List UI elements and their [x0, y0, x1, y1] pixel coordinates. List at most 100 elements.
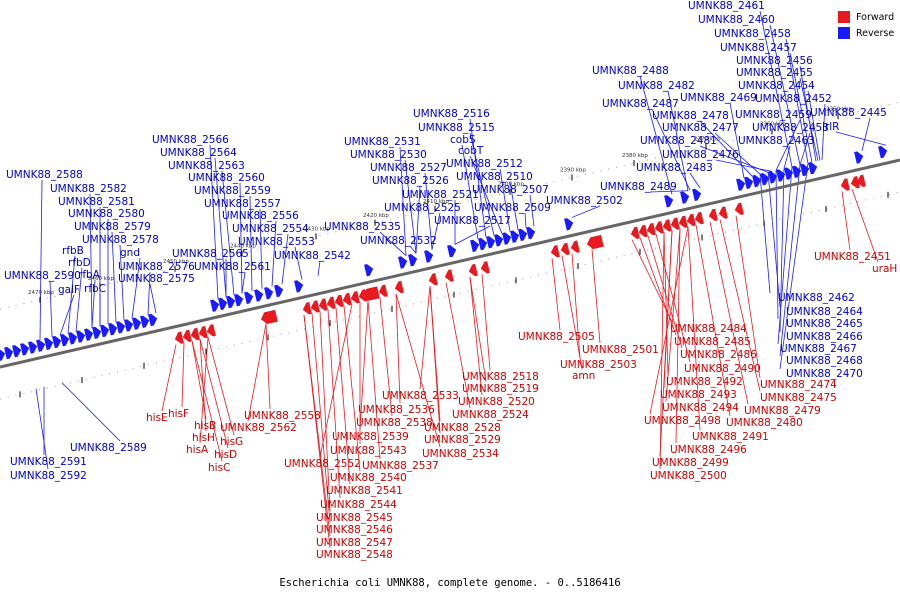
- reverse-gene-label[interactable]: UMNK88_2525: [384, 202, 461, 214]
- forward-gene-arrow[interactable]: [686, 213, 696, 227]
- reverse-gene-label[interactable]: UMNK88_2575: [118, 273, 195, 285]
- forward-gene-arrow[interactable]: [630, 226, 640, 239]
- reverse-gene-arrow[interactable]: [518, 228, 528, 242]
- forward-gene-arrow[interactable]: [326, 296, 336, 309]
- forward-gene-arrow[interactable]: [850, 176, 860, 189]
- reverse-gene-label[interactable]: UMNK88_2588: [6, 169, 83, 181]
- forward-gene-arrow[interactable]: [468, 263, 478, 277]
- reverse-gene-arrow[interactable]: [808, 162, 818, 175]
- reverse-gene-label[interactable]: UMNK88_2476: [662, 149, 739, 161]
- reverse-gene-label[interactable]: UMNK88_2554: [232, 223, 309, 235]
- reverse-gene-label[interactable]: UMNK88_2576: [118, 261, 195, 273]
- forward-gene-arrow[interactable]: [550, 245, 560, 258]
- forward-gene-label[interactable]: UMNK88_2505: [518, 331, 595, 343]
- forward-gene-arrow[interactable]: [174, 331, 184, 344]
- forward-gene-label[interactable]: UMNK88_2545: [316, 512, 393, 524]
- reverse-gene-label[interactable]: UMNK88_2527: [370, 162, 447, 174]
- reverse-gene-arrow[interactable]: [294, 280, 304, 293]
- forward-gene-arrow[interactable]: [718, 206, 728, 219]
- forward-gene-arrow[interactable]: [734, 202, 744, 215]
- reverse-gene-arrow[interactable]: [52, 335, 62, 349]
- forward-gene-arrow[interactable]: [302, 302, 312, 315]
- forward-gene-arrow[interactable]: [444, 269, 454, 282]
- reverse-gene-label[interactable]: UMNK88_2531: [344, 136, 421, 148]
- forward-gene-label[interactable]: UMNK88_2474: [760, 379, 837, 391]
- forward-gene-label[interactable]: UMNK88_2518: [462, 371, 539, 383]
- reverse-gene-arrow[interactable]: [664, 195, 674, 208]
- forward-gene-label[interactable]: UMNK88_2499: [652, 457, 729, 469]
- reverse-gene-arrow[interactable]: [116, 321, 126, 334]
- reverse-gene-label[interactable]: UMNK88_2580: [68, 208, 145, 220]
- reverse-gene-arrow[interactable]: [108, 323, 118, 336]
- reverse-gene-arrow[interactable]: [132, 317, 142, 330]
- forward-gene-arrow[interactable]: [694, 211, 704, 225]
- forward-gene-arrow[interactable]: [198, 326, 208, 339]
- forward-gene-arrow[interactable]: [678, 215, 688, 228]
- forward-gene-label[interactable]: UMNK88_2562: [220, 422, 297, 434]
- reverse-gene-label[interactable]: UMNK88_2566: [152, 134, 229, 146]
- reverse-gene-label[interactable]: UMNK88_2559: [194, 185, 271, 197]
- reverse-gene-label[interactable]: UMNK88_2464: [786, 306, 863, 318]
- forward-gene-arrow[interactable]: [570, 240, 580, 253]
- reverse-gene-arrow[interactable]: [44, 337, 54, 351]
- forward-gene-label[interactable]: UMNK88_2539: [332, 431, 409, 443]
- reverse-gene-arrow[interactable]: [20, 343, 30, 356]
- forward-gene-label[interactable]: UMNK88_2534: [422, 448, 499, 460]
- reverse-gene-label[interactable]: UMNK88_2489: [600, 181, 677, 193]
- forward-gene-arrow[interactable]: [362, 286, 380, 301]
- reverse-gene-label[interactable]: UMNK88_2589: [70, 442, 147, 454]
- reverse-gene-arrow[interactable]: [784, 167, 794, 180]
- forward-gene-label[interactable]: hisA: [186, 444, 209, 456]
- reverse-gene-label[interactable]: rfbC: [84, 283, 106, 295]
- forward-gene-label[interactable]: UMNK88_2494: [662, 402, 739, 414]
- reverse-gene-label[interactable]: UMNK88_2459: [735, 109, 812, 121]
- reverse-gene-arrow[interactable]: [447, 245, 457, 258]
- reverse-gene-label[interactable]: UMNK88_2579: [74, 221, 151, 233]
- forward-gene-arrow[interactable]: [428, 273, 438, 286]
- forward-gene-label[interactable]: UMNK88_2451: [814, 251, 891, 263]
- reverse-gene-label[interactable]: rfbA: [78, 269, 101, 281]
- reverse-gene-arrow[interactable]: [84, 328, 94, 341]
- reverse-gene-label[interactable]: UMNK88_2590: [4, 270, 81, 282]
- reverse-gene-label[interactable]: UMNK88_2542: [274, 250, 351, 262]
- forward-gene-arrow[interactable]: [394, 280, 404, 294]
- reverse-gene-label[interactable]: UMNK88_2455: [736, 67, 813, 79]
- reverse-gene-label[interactable]: UMNK88_2512: [446, 158, 523, 170]
- forward-gene-arrow[interactable]: [638, 224, 648, 238]
- reverse-gene-label[interactable]: UMNK88_2453: [752, 122, 829, 134]
- forward-gene-label[interactable]: UMNK88_2484: [670, 323, 747, 335]
- forward-gene-label[interactable]: UMNK88_2528: [424, 422, 501, 434]
- forward-gene-label[interactable]: UMNK88_2552: [284, 458, 361, 470]
- reverse-gene-label[interactable]: UMNK88_2516: [413, 108, 490, 120]
- reverse-gene-arrow[interactable]: [254, 289, 264, 302]
- reverse-gene-arrow[interactable]: [768, 171, 778, 184]
- reverse-gene-label[interactable]: UMNK88_2507: [472, 184, 549, 196]
- reverse-gene-label[interactable]: UMNK88_2563: [168, 160, 245, 172]
- forward-gene-label[interactable]: UMNK88_2486: [680, 349, 757, 361]
- reverse-gene-arrow[interactable]: [752, 174, 762, 188]
- reverse-gene-arrow[interactable]: [92, 326, 102, 339]
- forward-gene-label[interactable]: UMNK88_2475: [760, 392, 837, 404]
- forward-gene-label[interactable]: UMNK88_2540: [330, 472, 407, 484]
- reverse-gene-label[interactable]: UMNK88_2521: [402, 189, 479, 201]
- forward-gene-label[interactable]: UMNK88_2538: [356, 417, 433, 429]
- reverse-gene-label[interactable]: UMNK88_2560: [188, 172, 265, 184]
- reverse-gene-label[interactable]: UMNK88_2532: [360, 235, 437, 247]
- reverse-gene-label[interactable]: UMNK88_2469: [680, 92, 757, 104]
- forward-gene-label[interactable]: UMNK88_2490: [684, 363, 761, 375]
- reverse-gene-arrow[interactable]: [792, 165, 802, 178]
- reverse-gene-label[interactable]: UMNK88_2467: [780, 343, 857, 355]
- reverse-gene-label[interactable]: UMNK88_2592: [10, 470, 87, 482]
- forward-gene-arrow[interactable]: [378, 284, 388, 297]
- reverse-gene-label[interactable]: UMNK88_2458: [714, 28, 791, 40]
- forward-gene-label[interactable]: UMNK88_2480: [726, 417, 803, 429]
- reverse-gene-label[interactable]: UMNK88_2581: [58, 196, 135, 208]
- reverse-gene-arrow[interactable]: [264, 287, 274, 300]
- reverse-gene-label[interactable]: UMNK88_2454: [738, 80, 815, 92]
- forward-gene-arrow[interactable]: [586, 234, 604, 250]
- reverse-gene-label[interactable]: UMNK88_2509: [474, 202, 551, 214]
- reverse-gene-arrow[interactable]: [218, 297, 228, 311]
- reverse-gene-arrow[interactable]: [502, 232, 512, 245]
- reverse-gene-label[interactable]: UMNK88_2561: [194, 261, 271, 273]
- reverse-gene-arrow[interactable]: [60, 334, 70, 347]
